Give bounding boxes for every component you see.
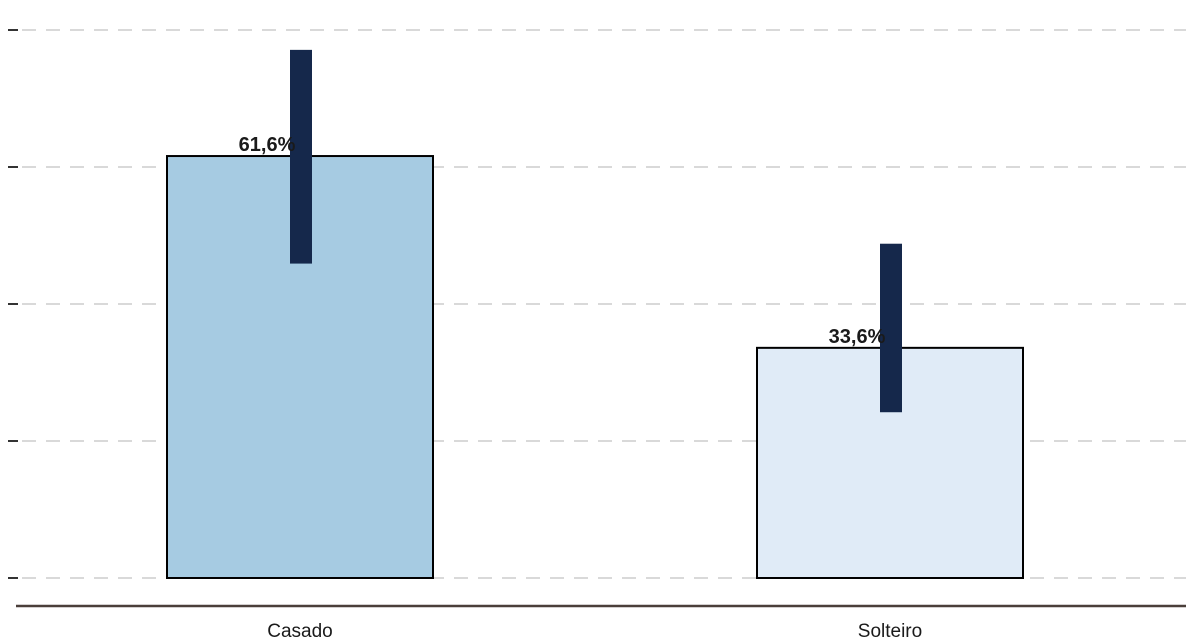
x-tick-label-solteiro: Solteiro [858, 621, 922, 639]
error-bars [290, 49, 902, 413]
data-label-solteiro: 33,6% [829, 326, 886, 348]
x-tick-label-casado: Casado [267, 621, 333, 639]
data-label-casado: 61,6% [239, 134, 296, 156]
error-bar-casado [290, 49, 312, 264]
error-bar-solteiro [880, 243, 902, 413]
category-labels: Casado Solteiro [267, 621, 922, 639]
data-labels: 61,6% 33,6% [239, 134, 886, 348]
